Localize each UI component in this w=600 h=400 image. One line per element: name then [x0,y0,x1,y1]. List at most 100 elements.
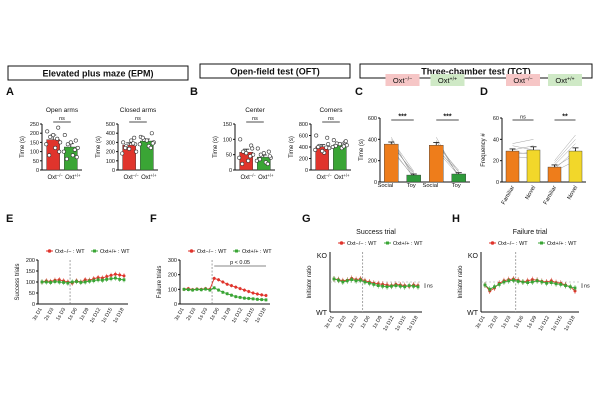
significance-label: *** [398,114,406,121]
x-tick-label: Familiar [543,185,559,206]
data-point [217,288,220,292]
data-point [367,281,371,285]
data-point [53,145,58,150]
y-tick-label: 50 [33,159,39,165]
significance-label: ns [328,116,334,122]
data-point [120,151,125,156]
data-point [251,297,255,301]
data-point [483,283,487,287]
x-tick-label: 3s D1 [174,307,186,322]
x-tick-label: 1s D3 [348,315,360,330]
data-point [412,284,415,288]
data-point [68,140,73,145]
y-tick-label: 150 [223,122,232,128]
data-point [237,155,242,160]
legend-label: Oxt−/− : WT [347,241,377,247]
y-tick-label: 0 [112,168,115,174]
y-tick-label: WT [316,310,328,317]
legend-marker [490,241,495,245]
data-point [343,139,348,144]
x-tick-label: 1s D18 [563,315,576,332]
x-tick-label: Novel [525,185,538,201]
data-point [260,298,264,301]
data-point [64,156,69,161]
y-tick-label: 100 [168,287,177,293]
bar [547,166,562,183]
data-point [248,154,253,159]
data-point [61,149,66,154]
data-point [264,293,268,297]
data-point [217,278,221,282]
data-point [234,285,238,289]
data-point [191,288,195,292]
x-tick-label: 1s D9 [526,315,538,330]
x-tick-label: Oxt−/− [123,173,139,181]
data-point [75,280,78,283]
x-tick-label: 2s D3 [488,315,500,330]
data-point [195,287,199,291]
x-tick-label: 3s D1 [32,307,44,322]
data-point [313,147,318,152]
x-tick-label: Familiar [501,185,517,206]
y-axis-label: Time (s) [289,136,295,158]
data-point [109,273,113,277]
bar [333,144,347,171]
y-axis-label: Time (s) [20,136,26,158]
data-point [493,285,496,289]
x-tick-label: Oxt−/− [47,173,63,181]
chart-title: Center [245,107,265,114]
x-tick-label: Social [377,183,393,189]
legend-label: Oxt+/+ : WT [547,241,577,247]
data-point [122,278,126,282]
x-tick-label: 1s D18 [406,315,419,332]
x-tick-label: 1s D6 [360,315,372,330]
data-point [255,297,259,301]
x-tick-label: 1s D6 [209,307,221,322]
section-title: Elevated plus maze (EPM) [42,69,153,79]
y-axis-label: Time (s) [96,136,102,158]
data-point [512,278,515,282]
y-tick-label: 100 [223,137,232,143]
data-point [186,288,190,292]
data-point [105,277,109,281]
y-tick-label: 100 [26,280,35,286]
data-point [238,296,242,299]
data-point [134,149,139,154]
data-point [121,140,126,145]
data-point [122,274,126,278]
data-point [127,146,132,151]
x-tick-label: Oxt+/+ [334,173,350,181]
data-point [55,136,60,141]
data-point [132,135,137,140]
data-point [70,280,74,284]
y-axis-label: Failure trials [157,266,163,299]
y-tick-label: 60 [493,116,499,122]
data-point [225,292,229,296]
data-point [66,281,70,285]
data-point [57,280,61,284]
data-point [516,280,520,283]
data-point [144,138,149,143]
data-point [314,133,319,138]
x-tick-label: 1s D6 [513,315,525,330]
data-point [372,283,376,286]
data-point [341,280,345,284]
y-tick-label: 0 [305,168,308,174]
data-point [204,287,207,291]
data-point [535,279,539,283]
data-point [150,141,155,146]
significance-label: ns [135,116,141,122]
y-tick-label: 0 [36,168,39,174]
genotype-badge-label: Oxt−/− [513,76,532,85]
panel-letter: F [150,213,157,225]
data-point [58,140,63,145]
data-point [497,283,501,286]
section-box [7,65,189,81]
y-tick-label: 200 [106,150,115,156]
panel-letter: D [480,86,488,98]
data-point [416,285,420,289]
data-point [251,152,256,157]
x-tick-label: 2s D3 [336,315,348,330]
genotype-badge-label: Oxt+/+ [555,76,574,85]
